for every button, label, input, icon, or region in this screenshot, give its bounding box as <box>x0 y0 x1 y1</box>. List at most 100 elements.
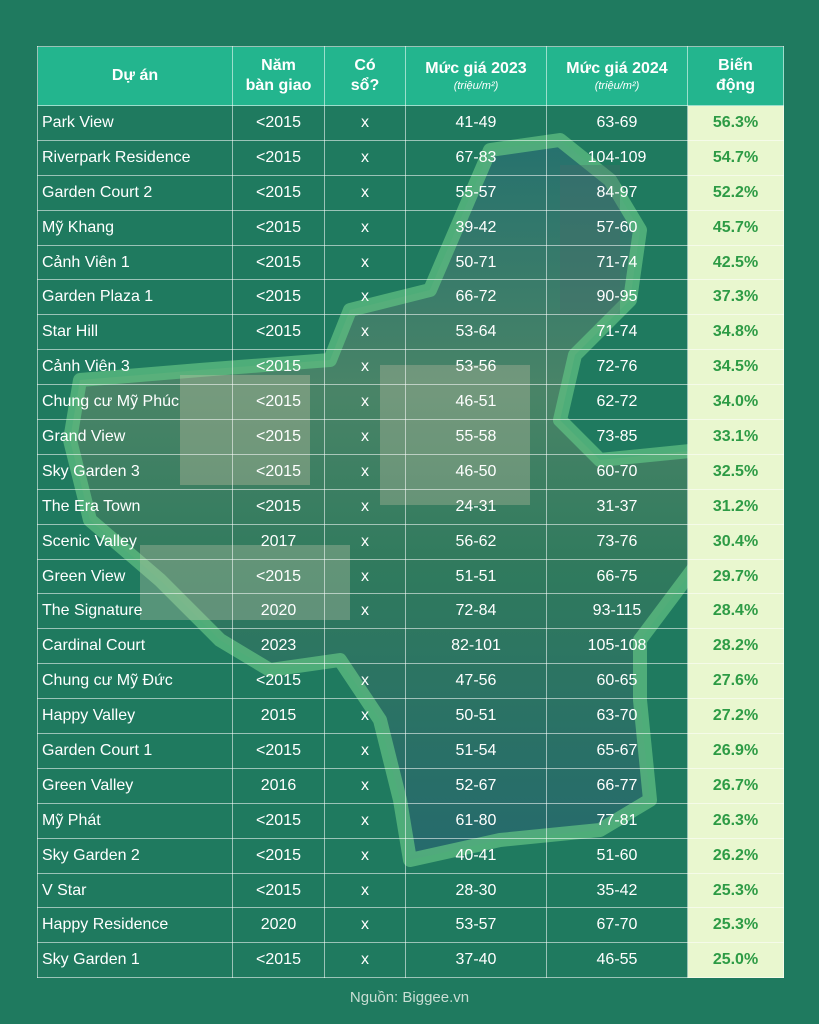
project-name-cell: V Star <box>37 872 233 909</box>
handover-year-cell: <2015 <box>232 244 325 281</box>
price-2023-cell: 39-42 <box>405 209 547 246</box>
change-cell: 25.0% <box>687 942 784 979</box>
has-book-cell: x <box>324 244 406 281</box>
change-cell: 34.0% <box>687 384 784 421</box>
table-row: The Era Town <2015 x 24-31 31-37 31.2% <box>37 488 784 525</box>
price-2023-cell: 53-57 <box>405 907 547 944</box>
project-name-cell: Garden Plaza 1 <box>37 279 233 316</box>
has-book-cell: x <box>324 105 406 141</box>
change-cell: 31.2% <box>687 488 784 525</box>
has-book-cell: x <box>324 419 406 455</box>
change-cell: 28.4% <box>687 593 784 630</box>
price-2024-cell: 73-76 <box>546 523 688 560</box>
has-book-cell: x <box>324 837 406 874</box>
change-cell: 25.3% <box>687 907 784 944</box>
source-note: Nguồn: Biggee.vn <box>349 989 470 1006</box>
price-2023-cell: 53-56 <box>405 349 547 386</box>
project-name-cell: Chung cư Mỹ Đức <box>37 663 233 700</box>
price-2023-cell: 41-49 <box>405 105 547 141</box>
price-2024-cell: 71-74 <box>546 244 688 281</box>
handover-year-cell: <2015 <box>232 663 325 700</box>
price-2024-cell: 84-97 <box>546 174 688 211</box>
table-body: Park View <2015 x 41-49 63-69 56.3% Riverpark … <box>37 105 784 979</box>
project-name-cell: Cảnh Viên 3 <box>37 349 233 386</box>
handover-year-cell: 2023 <box>232 628 325 665</box>
handover-year-cell: 2020 <box>232 907 325 944</box>
table-row: Mỹ Phát <2015 x 61-80 77-81 26.3% <box>37 802 784 839</box>
handover-year-cell: <2015 <box>232 802 325 839</box>
header-handover-year: Năm bàn giao <box>232 46 325 106</box>
handover-year-cell: <2015 <box>232 872 325 909</box>
handover-year-cell: <2015 <box>232 209 325 246</box>
project-name-cell: Green Valley <box>37 767 233 804</box>
price-2024-cell: 46-55 <box>546 942 688 979</box>
project-name-cell: Cảnh Viên 1 <box>37 244 233 281</box>
handover-year-cell: <2015 <box>232 314 325 351</box>
handover-year-cell: 2015 <box>232 698 325 735</box>
table-row: Green Valley 2016 x 52-67 66-77 26.7% <box>37 767 784 804</box>
handover-year-cell: <2015 <box>232 419 325 455</box>
change-cell: 54.7% <box>687 139 784 176</box>
price-2024-cell: 63-69 <box>546 105 688 141</box>
price-2023-cell: 40-41 <box>405 837 547 874</box>
table-row: Garden Plaza 1 <2015 x 66-72 90-95 37.3% <box>37 279 784 316</box>
project-name-cell: Garden Court 2 <box>37 174 233 211</box>
header-price-2024: Mức giá 2024 (triệu/m²) <box>546 46 688 106</box>
project-name-cell: Scenic Valley <box>37 523 233 560</box>
project-name-cell: Sky Garden 3 <box>37 453 233 490</box>
table-row: The Signature 2020 x 72-84 93-115 28.4% <box>37 593 784 630</box>
table-row: Cảnh Viên 3 <2015 x 53-56 72-76 34.5% <box>37 349 784 386</box>
has-book-cell: x <box>324 907 406 944</box>
change-cell: 30.4% <box>687 523 784 560</box>
handover-year-cell: 2016 <box>232 767 325 804</box>
table-row: Mỹ Khang <2015 x 39-42 57-60 45.7% <box>37 209 784 246</box>
price-2024-cell: 90-95 <box>546 279 688 316</box>
project-name-cell: Sky Garden 1 <box>37 942 233 979</box>
price-2024-cell: 77-81 <box>546 802 688 839</box>
has-book-cell: x <box>324 767 406 804</box>
price-2024-cell: 71-74 <box>546 314 688 351</box>
table-row: Happy Residence 2020 x 53-57 67-70 25.3% <box>37 907 784 944</box>
handover-year-cell: <2015 <box>232 488 325 525</box>
price-2023-cell: 46-50 <box>405 453 547 490</box>
unit-label: (triệu/m²) <box>594 80 640 92</box>
table-row: Cardinal Court 2023 82-101 105-108 28.2% <box>37 628 784 665</box>
has-book-cell: x <box>324 453 406 490</box>
handover-year-cell: <2015 <box>232 837 325 874</box>
table-row: V Star <2015 x 28-30 35-42 25.3% <box>37 872 784 909</box>
project-name-cell: The Signature <box>37 593 233 630</box>
handover-year-cell: <2015 <box>232 139 325 176</box>
change-cell: 34.5% <box>687 349 784 386</box>
table-row: Sky Garden 1 <2015 x 37-40 46-55 25.0% <box>37 942 784 979</box>
table-row: Chung cư Mỹ Đức <2015 x 47-56 60-65 27.6% <box>37 663 784 700</box>
has-book-cell: x <box>324 139 406 176</box>
handover-year-cell: <2015 <box>232 733 325 769</box>
change-cell: 27.6% <box>687 663 784 700</box>
price-2023-cell: 72-84 <box>405 593 547 630</box>
has-book-cell: x <box>324 349 406 386</box>
has-book-cell: x <box>324 174 406 211</box>
project-name-cell: Happy Valley <box>37 698 233 735</box>
has-book-cell: x <box>324 802 406 839</box>
price-2024-cell: 60-70 <box>546 453 688 490</box>
table-row: Cảnh Viên 1 <2015 x 50-71 71-74 42.5% <box>37 244 784 281</box>
header-project: Dự án <box>37 46 233 106</box>
change-cell: 25.3% <box>687 872 784 909</box>
handover-year-cell: <2015 <box>232 453 325 490</box>
has-book-cell: x <box>324 698 406 735</box>
price-2023-cell: 37-40 <box>405 942 547 979</box>
has-book-cell: x <box>324 209 406 246</box>
has-book-cell: x <box>324 872 406 909</box>
change-cell: 32.5% <box>687 453 784 490</box>
project-name-cell: Chung cư Mỹ Phúc <box>37 384 233 421</box>
table-row: Riverpark Residence <2015 x 67-83 104-109 54.… <box>37 139 784 176</box>
price-2023-cell: 51-54 <box>405 733 547 769</box>
price-2023-cell: 82-101 <box>405 628 547 665</box>
table-row: Happy Valley 2015 x 50-51 63-70 27.2% <box>37 698 784 735</box>
project-name-cell: Mỹ Khang <box>37 209 233 246</box>
table-header: Dự án Năm bàn giao Có sổ? Mức giá 2023 (tr… <box>37 46 784 106</box>
has-book-cell: x <box>324 384 406 421</box>
change-cell: 52.2% <box>687 174 784 211</box>
has-book-cell: x <box>324 523 406 560</box>
handover-year-cell: <2015 <box>232 384 325 421</box>
